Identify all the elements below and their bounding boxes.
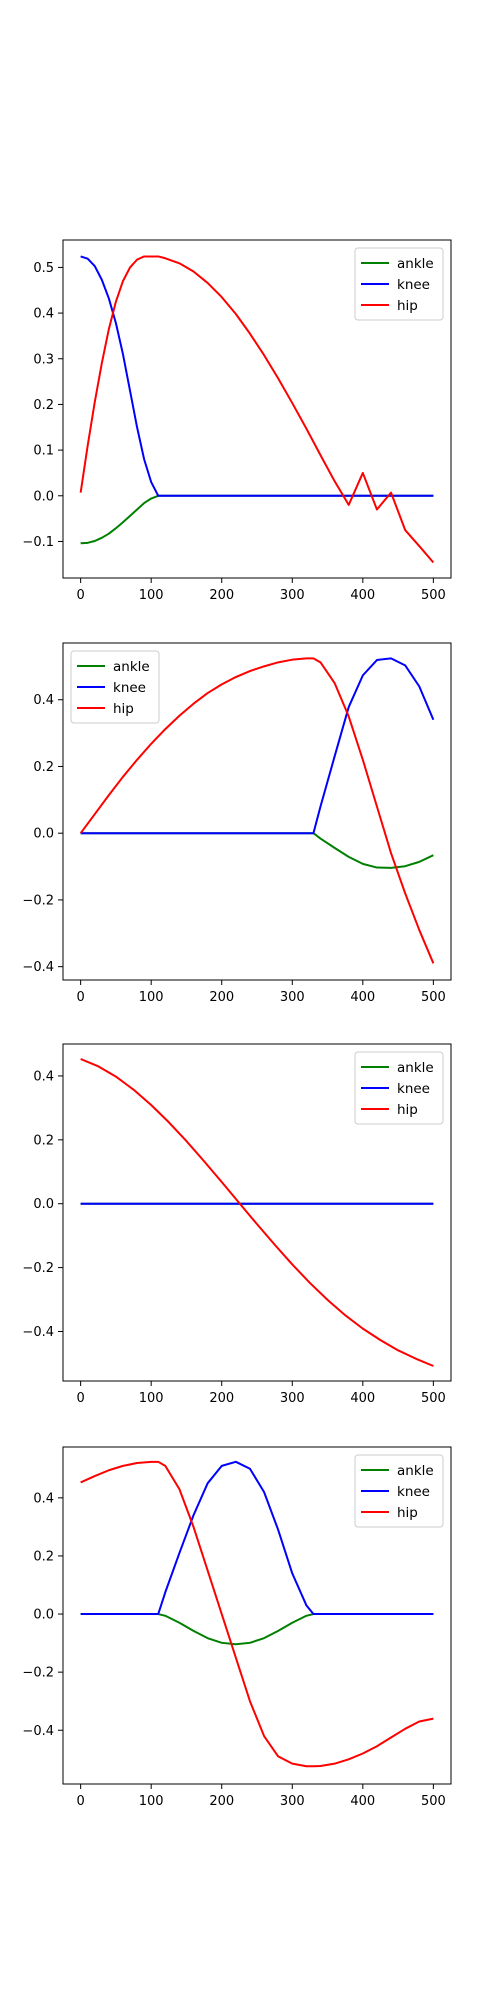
- legend-box: [354, 1454, 444, 1528]
- y-tick-label: 0.4: [33, 307, 54, 322]
- x-tick-label: 100: [139, 588, 164, 603]
- x-tick-label: 100: [139, 1391, 164, 1406]
- legend-label-ankle: ankle: [113, 659, 150, 675]
- x-tick-label: 200: [209, 588, 234, 603]
- x-tick-label: 0: [76, 588, 84, 603]
- y-tick-label: −0.4: [22, 1325, 54, 1340]
- legend-label-hip: hip: [113, 701, 134, 717]
- x-tick-label: 500: [421, 588, 446, 603]
- legend: ankle knee hip: [354, 1051, 444, 1125]
- legend-label-hip: hip: [397, 1505, 418, 1521]
- x-tick-label: 400: [350, 588, 375, 603]
- y-tick-label: 0.2: [33, 1549, 54, 1564]
- axes-frame: [62, 1446, 452, 1785]
- y-tick-label: −0.2: [22, 1666, 54, 1681]
- chart-panel-4: 0 100 200 300 400 500 −0.4 −0.2 0.0 0.2 0.4 ankle kn…: [22, 1446, 452, 1809]
- series-line-knee: [80, 657, 435, 835]
- y-tick-label: 0.4: [33, 1491, 54, 1506]
- y-tick-label: −0.2: [22, 1261, 54, 1276]
- x-tick-label: 300: [280, 1391, 305, 1406]
- legend-box: [354, 247, 444, 321]
- x-tick-label: 300: [280, 1794, 305, 1809]
- legend: ankle knee hip: [354, 247, 444, 321]
- y-tick-label: 0.0: [33, 827, 54, 842]
- y-tick-label: 0.0: [33, 1197, 54, 1212]
- x-tick-label: 200: [209, 1391, 234, 1406]
- axes-frame: [62, 1043, 452, 1382]
- legend-label-knee: knee: [397, 1081, 430, 1097]
- x-tick-label: 100: [139, 990, 164, 1005]
- y-tick-label: 0.2: [33, 398, 54, 413]
- y-tick-label: 0.2: [33, 1133, 54, 1148]
- x-tick-label: 500: [421, 1794, 446, 1809]
- legend-box: [70, 650, 160, 724]
- y-tick-label: 0.4: [33, 693, 54, 708]
- y-tick-label: 0.0: [33, 489, 54, 504]
- x-tick-label: 100: [139, 1794, 164, 1809]
- series-line-hip: [80, 1058, 434, 1367]
- series-line-hip: [79, 657, 435, 964]
- x-tick-label: 300: [280, 588, 305, 603]
- legend-box: [354, 1051, 444, 1125]
- y-tick-label: 0.4: [33, 1069, 54, 1084]
- x-tick-label: 400: [350, 990, 375, 1005]
- series-line-hip: [79, 255, 435, 564]
- y-tick-label: −0.2: [22, 893, 54, 908]
- legend-label-knee: knee: [397, 277, 430, 293]
- x-tick-label: 0: [76, 990, 84, 1005]
- x-tick-label: 400: [350, 1391, 375, 1406]
- legend-label-ankle: ankle: [397, 256, 434, 272]
- y-tick-label: 0.5: [33, 261, 54, 276]
- y-tick-label: −0.4: [22, 960, 54, 975]
- x-tick-label: 0: [76, 1794, 84, 1809]
- legend: ankle knee hip: [354, 1454, 444, 1528]
- x-tick-label: 200: [209, 990, 234, 1005]
- x-tick-label: 300: [280, 990, 305, 1005]
- chart-panel-2: 0 100 200 300 400 500 −0.4 −0.2 0.0 0.2 0.4 ankle kn…: [22, 642, 452, 1005]
- axes-frame: [62, 239, 452, 579]
- legend-label-hip: hip: [397, 298, 418, 314]
- x-tick-label: 400: [350, 1794, 375, 1809]
- legend-label-knee: knee: [113, 680, 146, 696]
- x-tick-label: 500: [421, 1391, 446, 1406]
- axes-frame: [62, 642, 452, 981]
- x-tick-label: 0: [76, 1391, 84, 1406]
- chart-panel-3: 0 100 200 300 400 500 −0.4 −0.2 0.0 0.2 0.4 ankle kn…: [22, 1043, 452, 1406]
- legend-label-hip: hip: [397, 1102, 418, 1118]
- legend-label-ankle: ankle: [397, 1060, 434, 1076]
- legend-label-ankle: ankle: [397, 1463, 434, 1479]
- chart-panel-1: 0 100 200 300 400 500 −0.1 0.0 0.1 0.2 0.3 0.4 0.5 an…: [22, 239, 452, 603]
- y-tick-label: 0.0: [33, 1608, 54, 1623]
- x-tick-label: 200: [209, 1794, 234, 1809]
- series-line-knee: [80, 255, 434, 497]
- y-tick-label: 0.3: [33, 352, 54, 367]
- series-line-hip: [80, 1460, 434, 1768]
- legend-label-knee: knee: [397, 1484, 430, 1500]
- y-tick-label: 0.2: [33, 760, 54, 775]
- legend: ankle knee hip: [70, 650, 160, 724]
- x-tick-label: 500: [421, 990, 446, 1005]
- y-tick-label: −0.1: [22, 535, 54, 550]
- series-line-knee: [80, 1460, 434, 1616]
- y-tick-label: 0.1: [33, 444, 54, 459]
- y-tick-label: −0.4: [22, 1724, 54, 1739]
